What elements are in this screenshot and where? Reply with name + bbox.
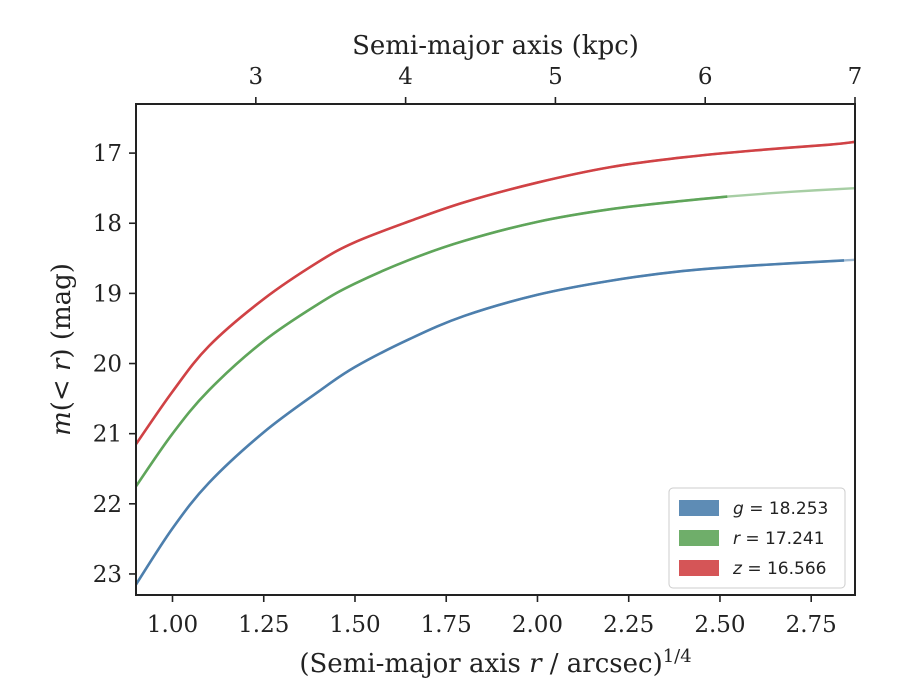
legend-label-g: g = 18.253 <box>733 499 828 519</box>
x-axis-title-prefix: (Semi-major axis <box>299 649 529 679</box>
legend-label-r: r = 17.241 <box>733 529 825 549</box>
legend-var-r: r <box>733 529 741 549</box>
ticks: 1.00 1.25 1.50 1.75 2.00 2.25 2.50 2.75 17 18 19 20… <box>93 64 863 638</box>
top-x-tick-label: 5 <box>548 64 563 90</box>
legend-swatch-r <box>679 530 719 546</box>
series-z-line <box>136 140 855 445</box>
x-axis-title-var: r <box>529 649 543 679</box>
plot-area <box>136 140 855 586</box>
top-x-tick-label: 4 <box>398 64 413 90</box>
y-tick-label: 18 <box>93 211 122 237</box>
x-tick-label: 2.25 <box>603 612 654 638</box>
legend-var-g: g <box>733 499 744 519</box>
legend-label-z: z = 16.566 <box>732 559 826 579</box>
top-x-tick-label: 3 <box>249 64 264 90</box>
x-tick-label: 2.50 <box>694 612 745 638</box>
legend-swatch-z <box>679 560 719 576</box>
x-axis-title-suffix: / arcsec) <box>542 649 663 679</box>
axes-frame <box>135 103 856 596</box>
x-tick-label: 1.00 <box>147 612 198 638</box>
y-tick-label: 22 <box>93 492 122 518</box>
top-x-tick-label: 7 <box>848 64 863 90</box>
legend-value-g: = 18.253 <box>744 499 829 519</box>
legend-value-z: = 16.566 <box>742 559 827 579</box>
x-tick-label: 1.25 <box>238 612 289 638</box>
y-axis-title: m(< r) (mag) <box>47 263 77 436</box>
y-tick-label: 21 <box>93 422 122 448</box>
y-axis-title-var2: r <box>47 357 77 371</box>
x-axis-title-exponent: 1/4 <box>663 646 692 667</box>
legend-swatch-g <box>679 500 719 516</box>
x-tick-label: 1.50 <box>329 612 380 638</box>
y-tick-label: 23 <box>93 562 122 588</box>
x-tick-label: 2.75 <box>786 612 837 638</box>
y-axis-title-suffix: ) (mag) <box>47 263 77 359</box>
series-z-model-line <box>136 140 855 445</box>
x-axis-title: (Semi-major axis r / arcsec)1/4 <box>299 646 691 679</box>
legend-var-z: z <box>732 559 743 579</box>
x-tick-label: 2.00 <box>512 612 563 638</box>
top-axis-title: Semi-major axis (kpc) <box>352 31 639 61</box>
x-tick-label: 1.75 <box>421 612 472 638</box>
series-r-line <box>136 195 728 488</box>
legend-value-r: = 17.241 <box>740 529 825 549</box>
y-tick-label: 17 <box>93 141 122 167</box>
top-x-tick-label: 6 <box>698 64 713 90</box>
y-axis-title-var: m <box>47 411 77 436</box>
y-axis-title-mid: (< <box>47 371 77 411</box>
series-g-line <box>136 259 845 586</box>
y-tick-label: 20 <box>93 352 122 378</box>
y-tick-label: 19 <box>93 281 122 307</box>
